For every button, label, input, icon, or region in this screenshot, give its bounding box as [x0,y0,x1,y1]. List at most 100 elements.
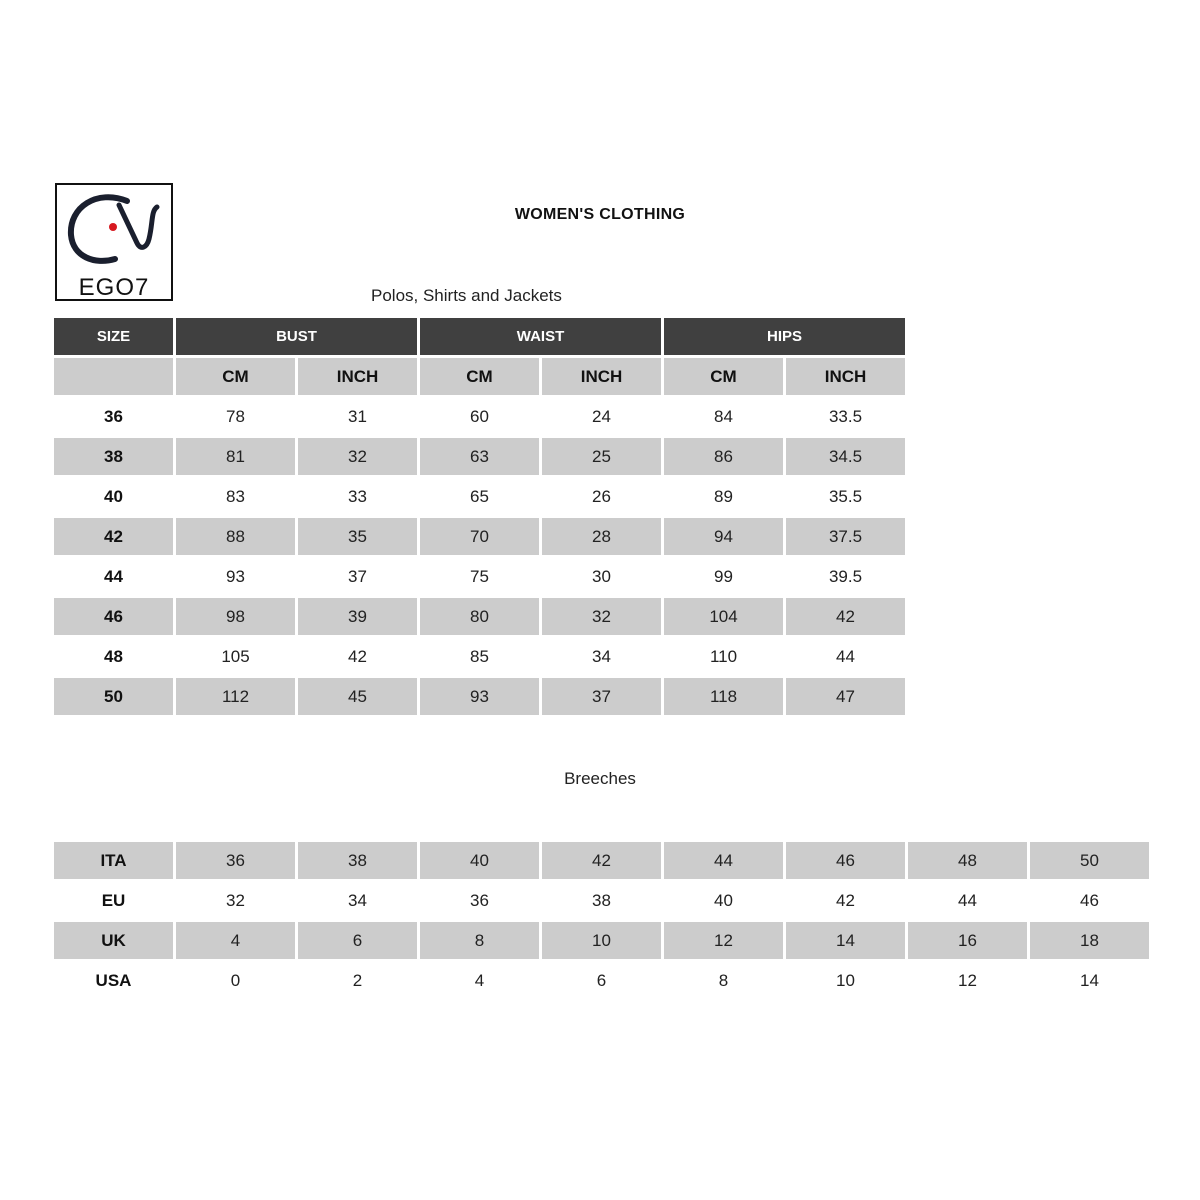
table-cell: 86 [664,438,783,475]
table-cell: 94 [664,518,783,555]
table-cell: 24 [592,406,611,426]
header-bust: BUST [176,318,417,355]
table-cell: 32 [298,438,417,475]
row-label: 40 [104,486,123,506]
subheader-cell: CM [420,358,539,395]
table-cell: 45 [298,678,417,715]
table-cell: 34.5 [786,438,905,475]
header-waist: WAIST [420,318,661,355]
table-cell: 104 [664,598,783,635]
table-cell: 37.5 [786,518,905,555]
table-cell: 8 [420,922,539,959]
table-cell: 8 [718,970,729,990]
row-label: ITA [54,842,173,879]
table-cell: 25 [542,438,661,475]
table-row: 50 112 45 93 37 118 47 [54,678,905,715]
subheader-cell: INCH [542,358,661,395]
table-cell: 47 [786,678,905,715]
table-cell: 12 [958,970,977,990]
table-cell: 14 [1080,970,1099,990]
table-cell: 60 [470,406,489,426]
table-cell: 88 [176,518,295,555]
table-cell: 4 [474,970,485,990]
table-cell: 35 [298,518,417,555]
table-cell: 34 [348,890,367,910]
table-cell: 44 [958,890,977,910]
table-cell: 35.5 [828,486,863,506]
ego7-logo: EGO7 [55,183,173,301]
svg-text:EGO7: EGO7 [79,274,150,299]
table-cell: 37 [348,566,367,586]
table-cell: 42 [786,598,905,635]
table-cell: 81 [176,438,295,475]
row-label: 36 [104,406,123,426]
table-row: 40 83 33 65 26 89 35.5 [54,478,905,515]
subheader-cell: CM [664,358,783,395]
table-cell: 89 [714,486,733,506]
table-cell: 93 [420,678,539,715]
subheader-row: CM INCH CM INCH CM INCH [54,358,905,395]
table-cell: 12 [664,922,783,959]
table-row: UK 4 6 8 10 12 14 16 18 [54,922,1149,959]
table-cell: 65 [470,486,489,506]
table-cell: 38 [592,890,611,910]
table-cell: 93 [226,566,245,586]
table-cell: 63 [420,438,539,475]
row-label: 48 [104,646,123,666]
table-cell: 26 [592,486,611,506]
table-row: 36 78 31 60 24 84 33.5 [54,398,905,435]
table-cell: 118 [664,678,783,715]
row-label: 46 [54,598,173,635]
table-cell: 18 [1030,922,1149,959]
table-cell: 4 [176,922,295,959]
table-cell: 42 [836,890,855,910]
table-cell: 42 [348,646,367,666]
table-row: 38 81 32 63 25 86 34.5 [54,438,905,475]
header-size: SIZE [54,318,173,355]
table-cell: 39 [298,598,417,635]
table-cell: 105 [221,646,250,666]
table-cell: 32 [542,598,661,635]
table-row: 42 88 35 70 28 94 37.5 [54,518,905,555]
row-label: 50 [54,678,173,715]
row-label: 42 [54,518,173,555]
row-label: 44 [104,566,123,586]
table-row: ITA 36 38 40 42 44 46 48 50 [54,842,1149,879]
page-title: WOMEN'S CLOTHING [514,206,686,223]
table-row: USA 0 2 4 6 8 10 12 14 [54,962,1149,999]
table-cell: 37 [542,678,661,715]
table-cell: 46 [786,842,905,879]
row-label: 38 [54,438,173,475]
subheader-cell: INCH [786,358,905,395]
table-cell: 98 [176,598,295,635]
table-cell: 40 [420,842,539,879]
table-cell: 30 [592,566,611,586]
row-label: UK [54,922,173,959]
table-cell: 38 [298,842,417,879]
table-cell: 2 [352,970,363,990]
subheader-cell: CM [176,358,295,395]
table-cell: 84 [714,406,733,426]
table-cell: 36 [470,890,489,910]
table-cell: 78 [226,406,245,426]
table-cell: 34 [592,646,611,666]
table-cell: 16 [908,922,1027,959]
table-cell: 44 [664,842,783,879]
table-cell: 42 [542,842,661,879]
table-cell: 46 [1080,890,1099,910]
row-label: EU [101,890,126,910]
header-row: SIZE BUST WAIST HIPS [54,318,905,355]
table-cell: 39.5 [828,566,863,586]
table-cell: 32 [226,890,245,910]
table-cell: 112 [176,678,295,715]
header-hips: HIPS [664,318,905,355]
table-row: EU 32 34 36 38 40 42 44 46 [54,882,1149,919]
row-label: USA [95,970,132,990]
horse-head-logo-icon: EGO7 [67,194,160,299]
table-cell: 99 [714,566,733,586]
table-cell: 10 [836,970,855,990]
table-cell: 44 [836,646,855,666]
table-cell: 28 [542,518,661,555]
table-cell: 40 [714,890,733,910]
table-row: 44 93 37 75 30 99 39.5 [54,558,905,595]
